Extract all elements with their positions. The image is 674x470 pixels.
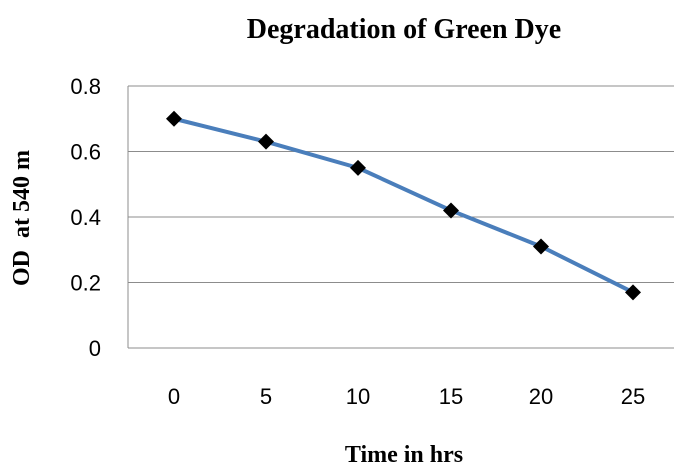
x-tick-label: 20 xyxy=(529,384,553,409)
gridlines xyxy=(128,85,674,283)
x-axis-title: Time in hrs xyxy=(345,442,463,465)
y-axis-ticks: 0 0.2 0.4 0.6 0.8 xyxy=(70,74,101,361)
data-point-marker xyxy=(625,284,641,301)
y-tick-label: 0.4 xyxy=(70,205,101,230)
chart-title: Degradation of Green Dye xyxy=(247,14,561,45)
data-point-marker xyxy=(533,238,549,255)
data-point-marker xyxy=(258,133,274,150)
data-point-marker xyxy=(443,202,459,219)
y-tick-label: 0.8 xyxy=(70,74,101,99)
y-axis-title: OD at 540 m xyxy=(9,150,35,286)
y-tick-label: 0 xyxy=(89,336,101,361)
x-tick-label: 0 xyxy=(168,384,180,409)
data-point-marker xyxy=(350,159,366,176)
y-tick-label: 0.2 xyxy=(70,271,101,296)
x-tick-label: 5 xyxy=(260,384,272,409)
x-tick-label: 15 xyxy=(439,384,463,409)
series-line xyxy=(172,116,635,295)
data-point-marker xyxy=(166,110,182,127)
x-tick-label: 10 xyxy=(346,384,370,409)
series-group xyxy=(166,110,641,301)
x-axis-ticks: 0 5 10 15 20 25 xyxy=(168,384,645,409)
x-tick-label: 25 xyxy=(621,384,645,409)
y-tick-label: 0.6 xyxy=(70,140,101,165)
